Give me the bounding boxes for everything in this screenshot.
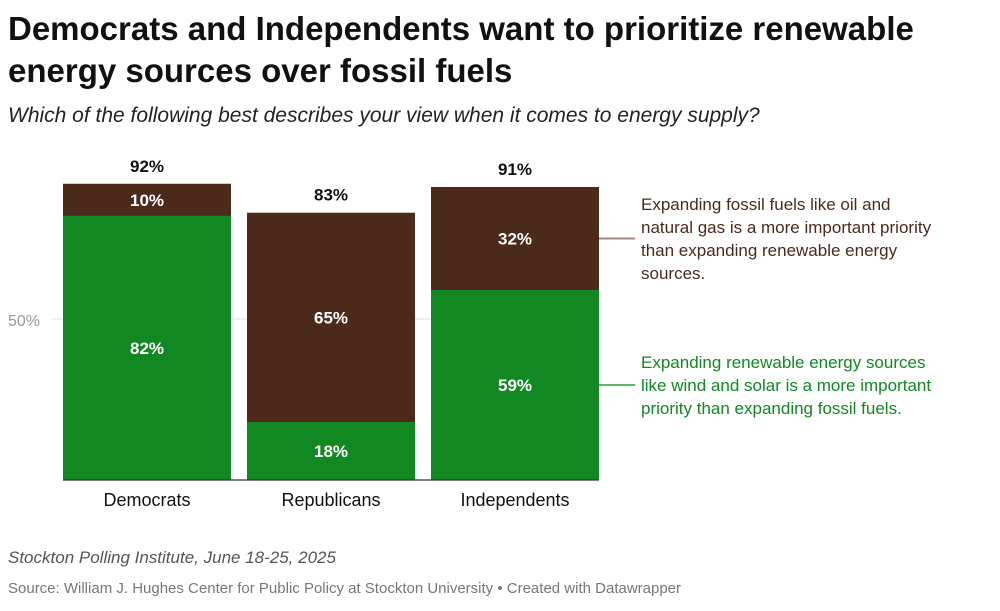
data-label: 59% (498, 376, 532, 395)
legend-label-renewable: like wind and solar is a more important (641, 376, 931, 395)
bar-segment-renewable (247, 422, 415, 480)
total-label: 83% (314, 186, 348, 205)
y-tick-label: 50% (8, 313, 40, 330)
legend-label-renewable: Expanding renewable energy sources (641, 353, 925, 372)
legend-label-fossil: than expanding renewable energy (641, 241, 898, 260)
legend-label-fossil: sources. (641, 264, 705, 283)
chart-title: Democrats and Independents want to prior… (8, 10, 914, 89)
total-label: 92% (130, 157, 164, 176)
bar-segment-renewable (431, 290, 599, 480)
bar-segment-renewable (63, 215, 231, 480)
stacked-bar-chart: 50% 82% 10% 92% Democrats 18% 65% 83% Republican… (8, 157, 932, 510)
data-label: 10% (130, 191, 164, 210)
chart-footnote: Stockton Polling Institute, June 18-25, … (8, 548, 336, 567)
x-tick-label: Democrats (103, 490, 190, 510)
bar-segment-fossil (431, 186, 599, 291)
legend-label-renewable: priority than expanding fossil fuels. (641, 399, 902, 418)
data-label: 65% (314, 308, 348, 327)
chart-subtitle: Which of the following best describes yo… (8, 104, 760, 127)
data-label: 82% (130, 339, 164, 358)
x-tick-label: Independents (460, 490, 569, 510)
chart-source: Source: William J. Hughes Center for Pub… (8, 580, 682, 597)
bar-segment-fossil (247, 212, 415, 423)
x-tick-label: Republicans (281, 490, 380, 510)
data-label: 32% (498, 230, 532, 249)
data-label: 18% (314, 442, 348, 461)
legend-label-fossil: Expanding fossil fuels like oil and (641, 195, 890, 214)
bar-segment-fossil (63, 183, 231, 216)
total-label: 91% (498, 160, 532, 179)
legend-label-fossil: natural gas is a more important priority (641, 218, 932, 237)
